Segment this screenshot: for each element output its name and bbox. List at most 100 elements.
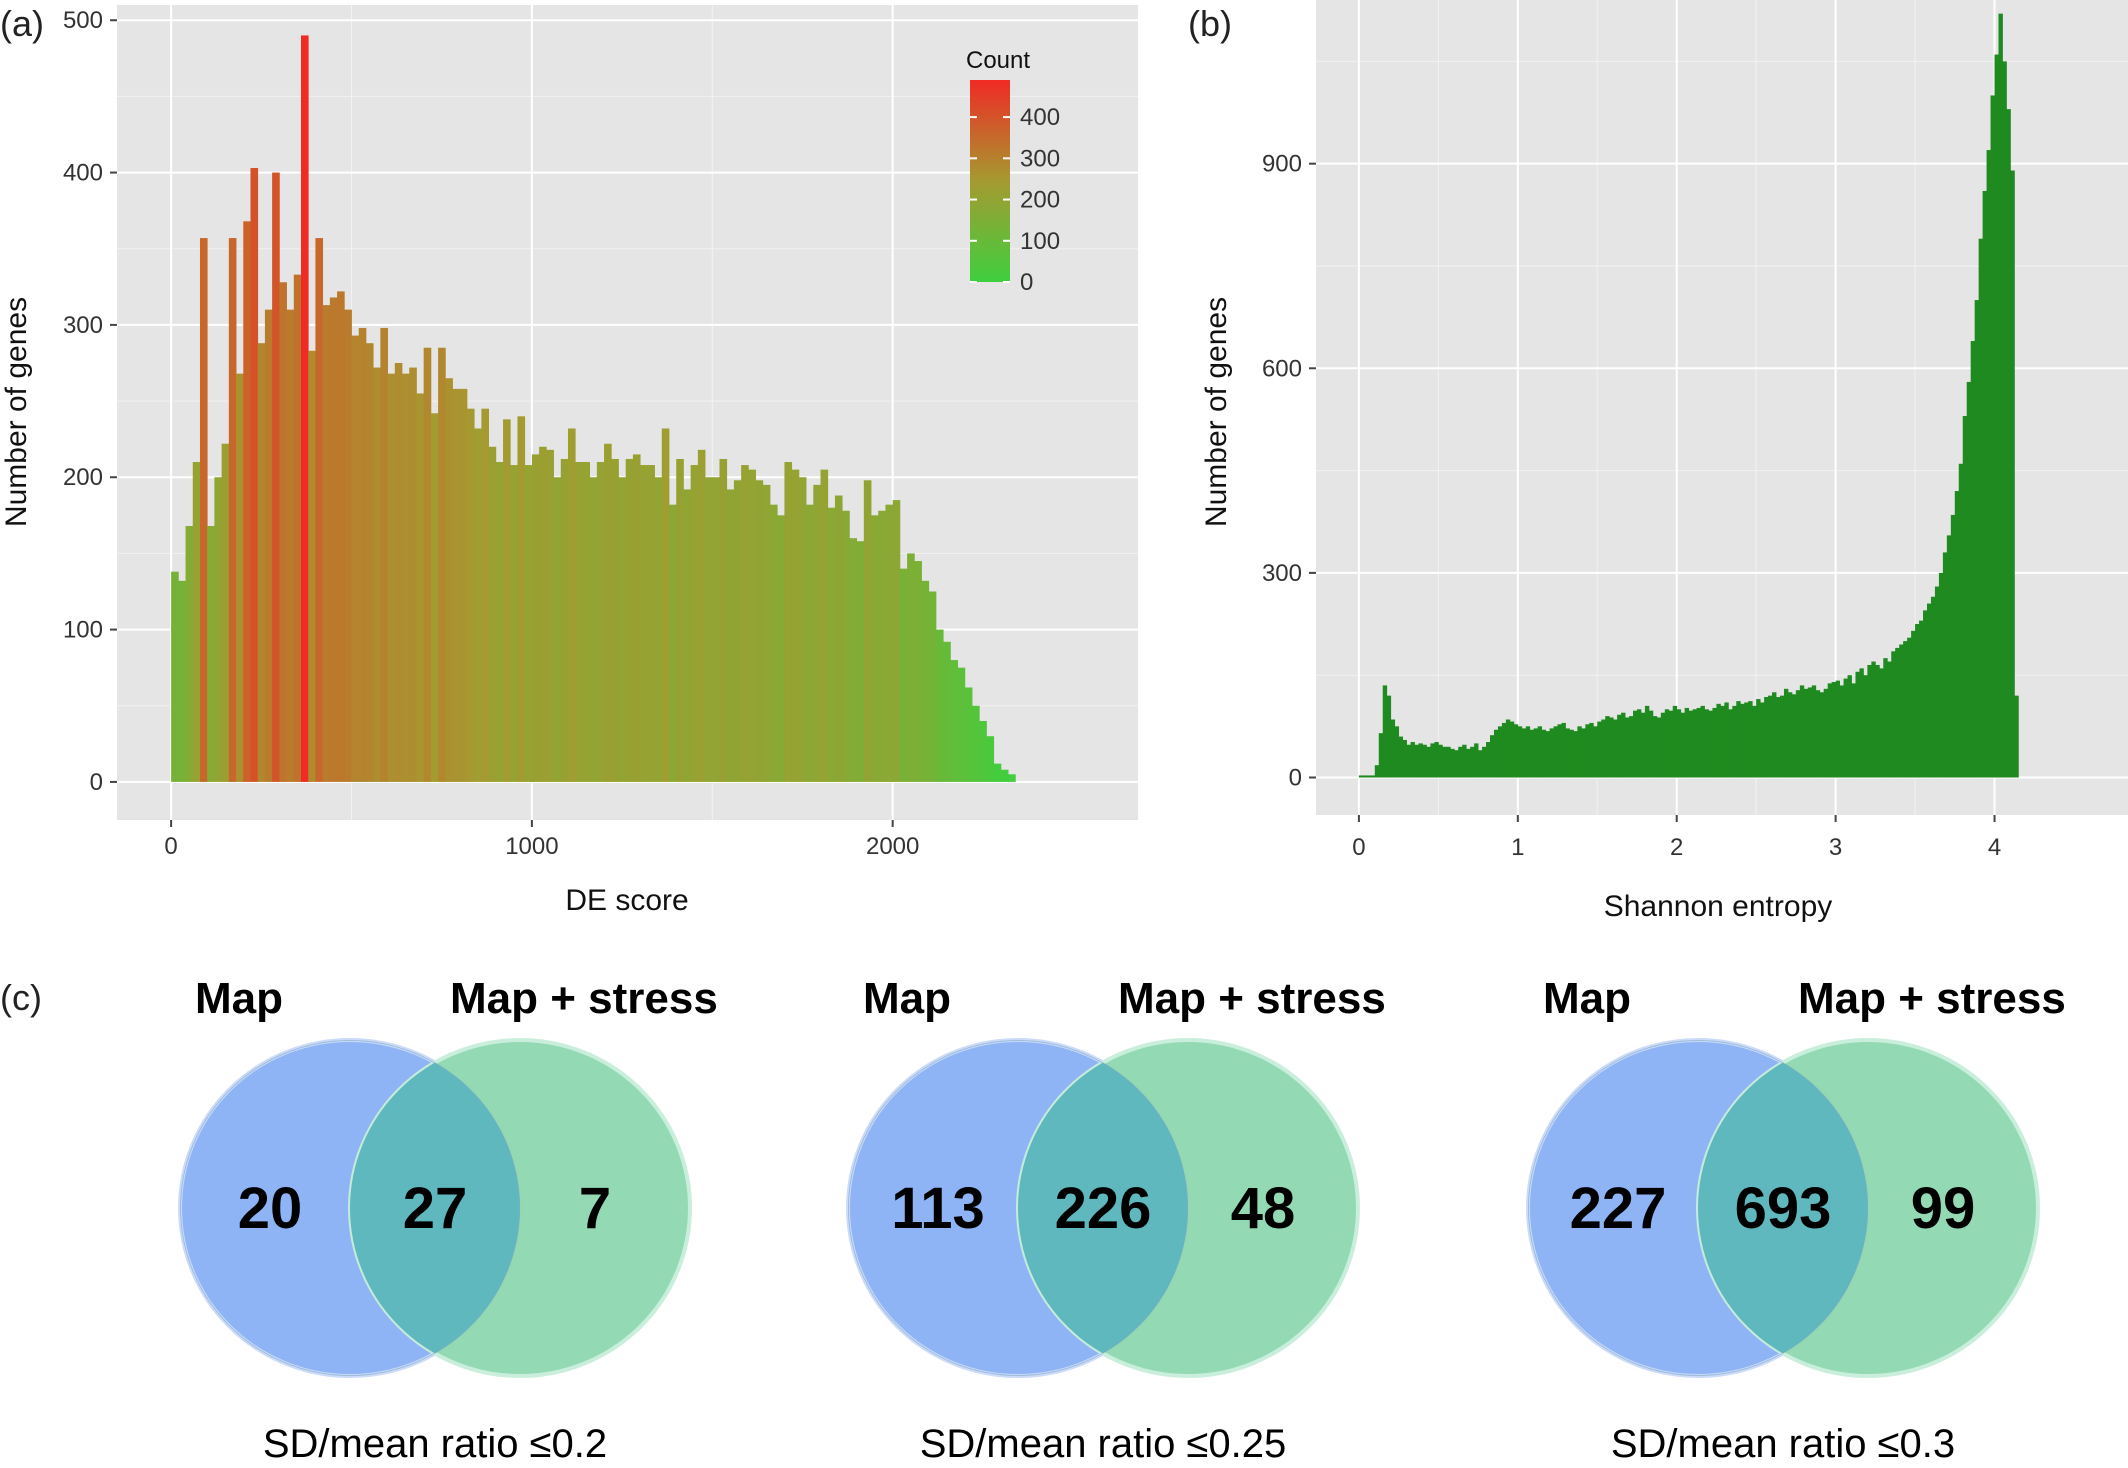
- panel-b-bar: [1712, 707, 1717, 778]
- panel-a-bar: [741, 465, 749, 782]
- panel-a-bar: [553, 477, 562, 782]
- panel-b-x-ticks: 0 1 2 3 4: [1352, 815, 2001, 861]
- venn-right-count: 99: [1911, 1176, 1976, 1241]
- panel-b-bar: [1807, 687, 1813, 778]
- panel-a-bar: [228, 238, 237, 782]
- panel-a-bar: [950, 660, 959, 782]
- panel-b-bar: [1684, 707, 1690, 778]
- panel-b-bar: [1982, 190, 1987, 778]
- panel-b-bar: [1406, 744, 1411, 778]
- panel-b-bar: [1382, 685, 1388, 778]
- panel-b-bar: [1835, 680, 1840, 778]
- panel-b-bar: [1569, 729, 1574, 778]
- panel-b-bar: [1764, 697, 1769, 778]
- panel-b-bar: [1422, 744, 1427, 778]
- panel-a-bar: [654, 477, 663, 782]
- panel-b-bar: [1978, 238, 1984, 778]
- panel-a-bar: [322, 305, 331, 782]
- panel-b-bar: [1692, 709, 1697, 778]
- panel-a-bar: [755, 480, 764, 782]
- panel-a-y-axis-title: Number of genes: [0, 297, 33, 527]
- panel-b-x-tick-label: 0: [1352, 834, 1365, 861]
- panel-a-letter: (a): [0, 3, 44, 44]
- panel-a-bar: [488, 446, 497, 782]
- venn-diagram: Map Map + stress 227 693 99 SD/mean ratio ≤0.…: [1526, 974, 2066, 1466]
- panel-a-y-tick-label: 400: [63, 160, 103, 187]
- panel-a-bar: [834, 495, 843, 782]
- panel-b-bar: [1994, 54, 1999, 778]
- panel-b-bar: [1398, 736, 1404, 778]
- panel-b-bar: [1513, 724, 1519, 778]
- panel-a-y-ticks: 0 100 200 300 400 500: [63, 7, 117, 796]
- panel-a-bar: [806, 504, 814, 782]
- panel-b-bar: [1736, 701, 1741, 778]
- panel-a-bar: [640, 465, 648, 782]
- panel-a-bar: [575, 462, 583, 782]
- panel-a-bar: [517, 416, 526, 782]
- panel-b-bar: [1903, 641, 1908, 778]
- panel-b-bar: [1946, 535, 1952, 778]
- panel-b-bar: [1867, 664, 1872, 778]
- panel-b-bar: [1442, 746, 1447, 778]
- panel-a-bar: [863, 480, 872, 782]
- panel-a-bar: [264, 309, 273, 782]
- panel-b-bar: [1418, 743, 1423, 778]
- panel-a-bar: [416, 393, 425, 782]
- panel-a-bar: [777, 515, 785, 782]
- panel-b-bar: [1581, 728, 1586, 778]
- venn-caption: SD/mean ratio ≤0.2: [263, 1422, 607, 1466]
- panel-a-bar: [503, 419, 511, 782]
- panel-a-bar: [899, 568, 908, 782]
- panel-a-bar: [683, 489, 692, 782]
- panel-b-bar: [1458, 746, 1463, 778]
- panel-a-bar: [719, 458, 728, 782]
- panel-a-legend: Count 400 300 200 100 0: [966, 47, 1060, 296]
- panel-a-bar: [1000, 769, 1009, 782]
- venn-diagram: Map Map + stress 113 226 48 SD/mean ratio ≤0.…: [846, 974, 1386, 1466]
- panel-a-bar: [596, 462, 605, 782]
- panel-a-bar: [524, 465, 533, 782]
- panel-b-bar: [1942, 552, 1948, 778]
- panel-b-bar: [1962, 416, 1968, 778]
- panel-a-bar: [1008, 774, 1016, 782]
- panel-a-y-tick-label: 200: [63, 464, 103, 491]
- panel-b-bar: [1919, 620, 1924, 778]
- venn-overlap-count: 226: [1055, 1176, 1152, 1241]
- panel-b-bar: [1895, 647, 1900, 778]
- venn-overlap-count: 27: [403, 1176, 468, 1241]
- panel-c: (c) Map Map + stress 20 27 7 SD/mean ratio ≤0…: [0, 974, 2066, 1466]
- panel-a-bar: [676, 458, 684, 782]
- panel-b-letter: (b): [1188, 3, 1232, 44]
- panel-a-bar: [192, 462, 201, 782]
- panel-b-bar: [2010, 170, 2015, 778]
- panel-b-bar: [1875, 664, 1880, 778]
- panel-b-bar: [1783, 688, 1789, 778]
- legend-tick-label: 100: [1020, 228, 1060, 255]
- panel-a-bar: [935, 629, 944, 782]
- venn-left-heading: Map: [863, 974, 951, 1023]
- panel-b-bar: [1716, 703, 1721, 778]
- panel-b-bar: [2014, 695, 2019, 778]
- panel-a-bar: [827, 507, 836, 782]
- panel-a-bar: [365, 343, 374, 782]
- panel-b-x-axis-title: Shannon entropy: [1604, 890, 1833, 923]
- panel-a-bar: [993, 763, 1002, 782]
- panel-b-bar: [1732, 705, 1737, 778]
- panel-b-bar: [1887, 661, 1892, 778]
- venn-left-count: 227: [1570, 1176, 1667, 1241]
- panel-a-y-tick-label: 100: [63, 617, 103, 644]
- panel-b-bar: [1621, 712, 1626, 778]
- panel-a-bar: [567, 428, 576, 782]
- panel-b-bar: [1664, 709, 1670, 778]
- panel-a-bar: [394, 362, 403, 782]
- panel-b-bar: [1374, 765, 1380, 778]
- panel-b-bar: [1358, 775, 1364, 778]
- panel-b-bar: [1573, 731, 1578, 778]
- panel-b-bar: [1370, 775, 1376, 778]
- panel-b-bar: [1966, 381, 1972, 778]
- panel-b-bar: [1557, 724, 1562, 778]
- panel-b-bar: [1648, 710, 1654, 778]
- panel-b-bar: [1466, 748, 1471, 778]
- panel-b-bar: [1533, 728, 1539, 778]
- panel-a-bar: [589, 477, 598, 782]
